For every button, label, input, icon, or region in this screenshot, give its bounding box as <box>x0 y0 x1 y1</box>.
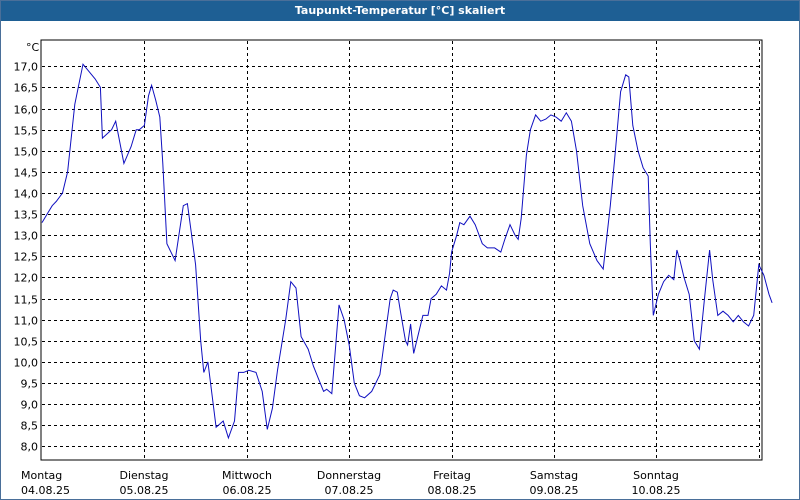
y-tick-labels: 8,0 8,5 9,0 9,5 10,0 10,5 11,0 11,5 12,0 12,5 13,0… <box>14 61 39 454</box>
y-tick-label: 14,5 <box>14 167 39 180</box>
y-tick-label: 13,5 <box>14 209 39 222</box>
plot-background <box>40 39 763 461</box>
x-tick-date-label: 07.08.25 <box>325 484 374 497</box>
y-tick-label: 12,0 <box>14 272 39 285</box>
x-tick-date-label: 05.08.25 <box>120 484 169 497</box>
x-tick-date-label: 04.08.25 <box>21 484 70 497</box>
x-tick-date-label: 08.08.25 <box>428 484 477 497</box>
dewpoint-series-line <box>41 63 773 440</box>
y-tick-label: 15,5 <box>14 125 39 138</box>
x-tick-labels: Montag 04.08.25 Dienstag 05.08.25 Mittwoch 06… <box>21 469 680 497</box>
x-tick-date-label: 10.08.25 <box>632 484 681 497</box>
x-tick-day-label: Montag <box>21 469 62 482</box>
chart-title: Taupunkt-Temperatur [°C] skaliert <box>1 1 799 21</box>
y-tick-label: 17,0 <box>14 61 39 74</box>
y-tick-label: 10,5 <box>14 336 39 349</box>
x-tick-day-label: Freitag <box>433 469 471 482</box>
y-tick-label: 8,0 <box>21 441 39 454</box>
y-tick-label: 12,5 <box>14 251 39 264</box>
y-tick-label: 9,0 <box>21 399 39 412</box>
y-tick-label: 9,5 <box>21 378 39 391</box>
y-tick-label: 11,5 <box>14 294 39 307</box>
x-tick-day-label: Dienstag <box>119 469 168 482</box>
y-tick-label: 8,5 <box>21 420 39 433</box>
x-tick-day-label: Samstag <box>530 469 578 482</box>
x-tick-date-label: 09.08.25 <box>530 484 579 497</box>
y-tick-label: 14,0 <box>14 188 39 201</box>
y-tick-label: 15,0 <box>14 146 39 159</box>
y-axis-unit-label: °C <box>26 41 40 54</box>
x-tick-day-label: Donnerstag <box>317 469 381 482</box>
y-tick-label: 13,0 <box>14 230 39 243</box>
x-tick-date-label: 06.08.25 <box>223 484 272 497</box>
x-tick-day-label: Sonntag <box>633 469 679 482</box>
grid-lines <box>42 41 761 459</box>
y-tick-label: 10,0 <box>14 357 39 370</box>
x-tick-day-label: Mittwoch <box>222 469 272 482</box>
y-tick-label: 16,0 <box>14 104 39 117</box>
y-tick-label: 16,5 <box>14 82 39 95</box>
y-tick-label: 11,0 <box>14 315 39 328</box>
